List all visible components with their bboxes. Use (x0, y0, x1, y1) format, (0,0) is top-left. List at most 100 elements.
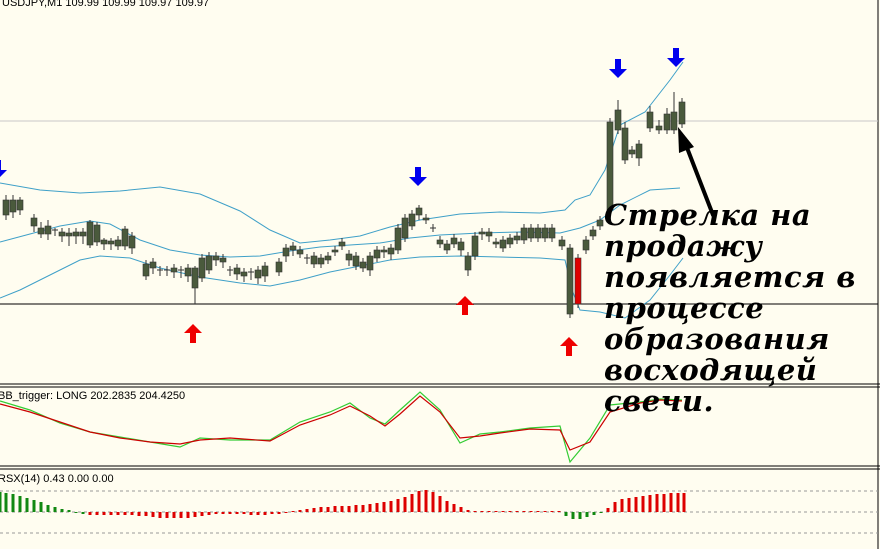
rsx-bar (263, 512, 267, 515)
rsx-bar (368, 504, 372, 512)
rsx-bar (452, 504, 456, 512)
rsx-bar (459, 507, 463, 512)
candle-body (596, 219, 604, 227)
candle-body (541, 227, 549, 239)
rsx-bar (438, 496, 442, 512)
rsx-bar (578, 512, 582, 519)
indicator1-title: BB_trigger: LONG 202.2835 204.4250 (0, 390, 186, 402)
candle-body (380, 249, 388, 253)
candle-body (582, 239, 590, 251)
candle-body (219, 257, 227, 263)
rsx-bar (242, 512, 246, 514)
rsx-bar (249, 512, 253, 515)
up-arrow-icon (184, 324, 202, 343)
candle-body (324, 255, 332, 261)
indicator2-title: RSX(14) 0.43 0.00 0.00 (0, 473, 114, 485)
rsx-bar (354, 505, 358, 512)
trigger-line-red (0, 395, 683, 451)
rsx-bar (501, 511, 505, 512)
candle-body (436, 239, 444, 245)
rsx-bar (599, 512, 603, 513)
candle-body (499, 239, 507, 249)
rsx-bar (431, 492, 435, 512)
rsx-bar (193, 512, 197, 517)
candle-body (408, 213, 416, 227)
rsx-bar (417, 491, 421, 512)
candle-body (128, 235, 136, 249)
candle-body (678, 101, 686, 125)
candle-body (443, 243, 451, 251)
candle-body (534, 227, 542, 239)
annotation-text: Стрелка на продажу появляется в процессе… (604, 200, 880, 417)
candle-body (513, 235, 521, 241)
rsx-bar (151, 512, 155, 517)
rsx-bar (508, 511, 512, 512)
candle-body (394, 227, 402, 251)
rsx-bar (682, 493, 686, 512)
candle-body (471, 235, 479, 257)
rsx-bar (389, 501, 393, 512)
rsx-bar (88, 512, 92, 515)
up-arrow-icon (560, 337, 578, 356)
rsx-bar (4, 493, 8, 512)
candle-body (566, 247, 574, 315)
candle-body (72, 231, 80, 237)
candle-body (296, 249, 304, 255)
rsx-bar (116, 512, 120, 515)
rsx-bar (165, 512, 169, 518)
candle-body (240, 271, 248, 277)
rsx-bar (235, 512, 239, 514)
rsx-bar (494, 511, 498, 512)
rsx-bar (585, 512, 589, 517)
rsx-bar (473, 511, 477, 512)
rsx-bar (130, 512, 134, 515)
candle-body (289, 245, 297, 251)
candle-body (415, 207, 423, 216)
candle-body (198, 257, 206, 279)
candle-body (331, 249, 339, 253)
rsx-bar (648, 495, 652, 512)
rsx-bar (144, 512, 148, 516)
candle-body (282, 247, 290, 257)
candle-body (205, 255, 213, 271)
candle-body (191, 267, 199, 289)
candle-body (464, 255, 472, 271)
candle-body (520, 227, 528, 241)
candle-body (506, 237, 514, 245)
annotation-line: Стрелка на продажу (604, 198, 812, 263)
rsx-bar (571, 512, 575, 519)
rsx-bar (123, 512, 127, 515)
rsx-bar (53, 507, 57, 512)
candle-body (352, 255, 360, 267)
candles[interactable] (2, 92, 686, 318)
rsx-bar (109, 512, 113, 515)
candle-body (485, 231, 493, 237)
candle-body (317, 257, 325, 265)
candle-body (58, 231, 66, 237)
rsx-bar (613, 502, 617, 512)
rsx-bar (172, 512, 176, 518)
rsx-bar (361, 505, 365, 512)
candle-body (93, 224, 101, 243)
candle-body (628, 149, 636, 155)
rsx-bar (445, 501, 449, 512)
candle-body (37, 227, 45, 235)
rsx-bar (221, 512, 225, 514)
rsx-bar (641, 496, 645, 512)
rsx-bar (382, 502, 386, 512)
rsx-bar (662, 494, 666, 512)
rsx-bar (536, 511, 540, 512)
rsx-histogram (0, 490, 686, 519)
rsx-bar (277, 512, 281, 514)
rsx-bar (158, 512, 162, 518)
pointer-arrow-icon (678, 127, 715, 217)
candle-body (621, 127, 629, 161)
rsx-bar (95, 512, 99, 515)
candle-body (9, 199, 17, 213)
down-arrow-icon (667, 48, 685, 67)
rsx-bar (634, 497, 638, 512)
rsx-bar (186, 512, 190, 518)
rsx-bar (403, 497, 407, 512)
